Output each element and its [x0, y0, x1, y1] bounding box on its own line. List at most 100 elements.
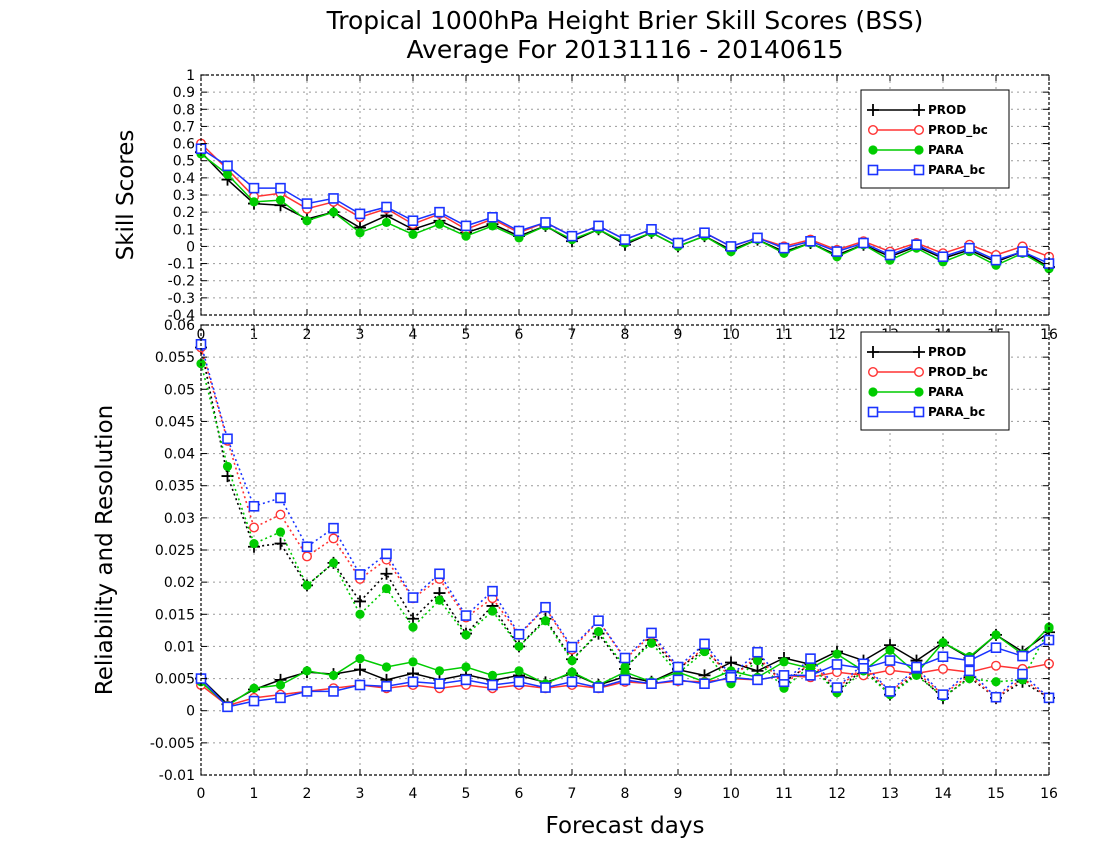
chart-subtitle: Average For 20131116 - 20140615 [406, 35, 843, 64]
data-point [540, 601, 551, 613]
data-point [885, 665, 896, 676]
data-point [937, 251, 949, 263]
data-point [514, 666, 524, 676]
data-point [514, 641, 524, 652]
data-point [222, 169, 233, 180]
legend-marker [868, 367, 879, 378]
y-tick-label: 0.01 [164, 639, 195, 655]
data-point [540, 217, 551, 228]
data-point [355, 609, 365, 619]
data-point [381, 217, 392, 228]
data-point [964, 242, 975, 254]
data-point [831, 659, 843, 670]
y-tick-label: 0.005 [155, 672, 195, 688]
data-point [381, 662, 392, 672]
x-axis-label: Forecast days [546, 813, 705, 839]
legend-marker [868, 124, 879, 135]
data-point [672, 237, 684, 249]
y-tick-label: 0.7 [173, 119, 195, 135]
x-tick-label: 11 [775, 327, 793, 343]
data-point [434, 678, 445, 690]
data-point [884, 655, 896, 666]
legend-marker [867, 406, 879, 418]
data-point [805, 235, 816, 247]
data-point [646, 223, 657, 235]
data-point [991, 660, 1002, 671]
data-point [831, 246, 843, 257]
data-point [911, 661, 922, 673]
y-tick-label: 0.025 [155, 543, 195, 559]
y-tick-label: 0.8 [173, 102, 195, 118]
data-point [566, 230, 578, 242]
x-tick-label: 6 [515, 786, 524, 802]
x-tick-label: 10 [722, 786, 740, 802]
y-tick-label: -0.2 [168, 274, 195, 290]
legend-label: PARA_bc [928, 163, 985, 178]
data-point [301, 686, 313, 697]
x-tick-label: 12 [828, 327, 846, 343]
data-point [593, 220, 604, 232]
data-point [567, 667, 577, 677]
data-point [434, 568, 445, 580]
data-point [354, 663, 366, 676]
legend-box [860, 89, 1010, 189]
x-tick-label: 7 [568, 327, 577, 343]
data-point [540, 682, 551, 693]
data-point [222, 461, 233, 472]
y-tick-label: 0.4 [173, 171, 195, 187]
data-point [832, 649, 842, 659]
y-tick-label: 0 [186, 239, 195, 255]
data-point [672, 674, 684, 686]
data-point [407, 215, 419, 227]
data-point [566, 676, 578, 688]
data-point [619, 674, 631, 686]
legend-marker [867, 346, 879, 358]
data-point [407, 676, 419, 688]
data-point [487, 221, 498, 231]
data-point [487, 670, 498, 680]
legend-marker [913, 406, 925, 418]
data-point [911, 239, 922, 251]
data-point [381, 680, 392, 692]
data-point [460, 674, 472, 686]
legend-marker [914, 367, 925, 378]
data-point [646, 627, 657, 639]
data-point [752, 655, 763, 666]
legend-marker [913, 164, 925, 176]
x-tick-label: 9 [674, 327, 683, 343]
data-point [355, 654, 365, 664]
data-point [249, 538, 259, 549]
x-tick-label: 3 [356, 327, 365, 343]
y-tick-label: 0.1 [173, 222, 195, 238]
data-point [964, 655, 975, 666]
data-point [460, 220, 472, 232]
legend-label: PROD_bc [928, 123, 988, 138]
data-point [407, 592, 419, 603]
legend-label: PROD_bc [928, 365, 988, 380]
series-line [200, 363, 1050, 698]
data-point [408, 229, 418, 240]
legend-entry: PROD_bc [868, 365, 988, 380]
x-tick-label: 2 [303, 327, 312, 343]
data-point [1017, 668, 1028, 680]
x-tick-label: 11 [775, 786, 793, 802]
data-point [831, 682, 843, 693]
data-point [487, 211, 498, 223]
data-point [699, 678, 710, 690]
data-point [222, 701, 233, 713]
y-tick-label: 0.035 [155, 479, 195, 495]
data-point [434, 595, 445, 605]
y-tick-label: 0.02 [164, 575, 195, 591]
data-point [408, 657, 418, 667]
y-tick-label: -0.01 [159, 768, 195, 784]
data-point [328, 207, 339, 217]
legend-label: PROD [928, 103, 966, 117]
x-tick-label: 14 [934, 786, 952, 802]
data-point [938, 663, 949, 674]
data-point [222, 433, 233, 445]
x-tick-label: 1 [250, 786, 259, 802]
data-point [301, 541, 313, 553]
data-point [990, 254, 1002, 266]
y-tick-label: 0.03 [164, 511, 195, 527]
